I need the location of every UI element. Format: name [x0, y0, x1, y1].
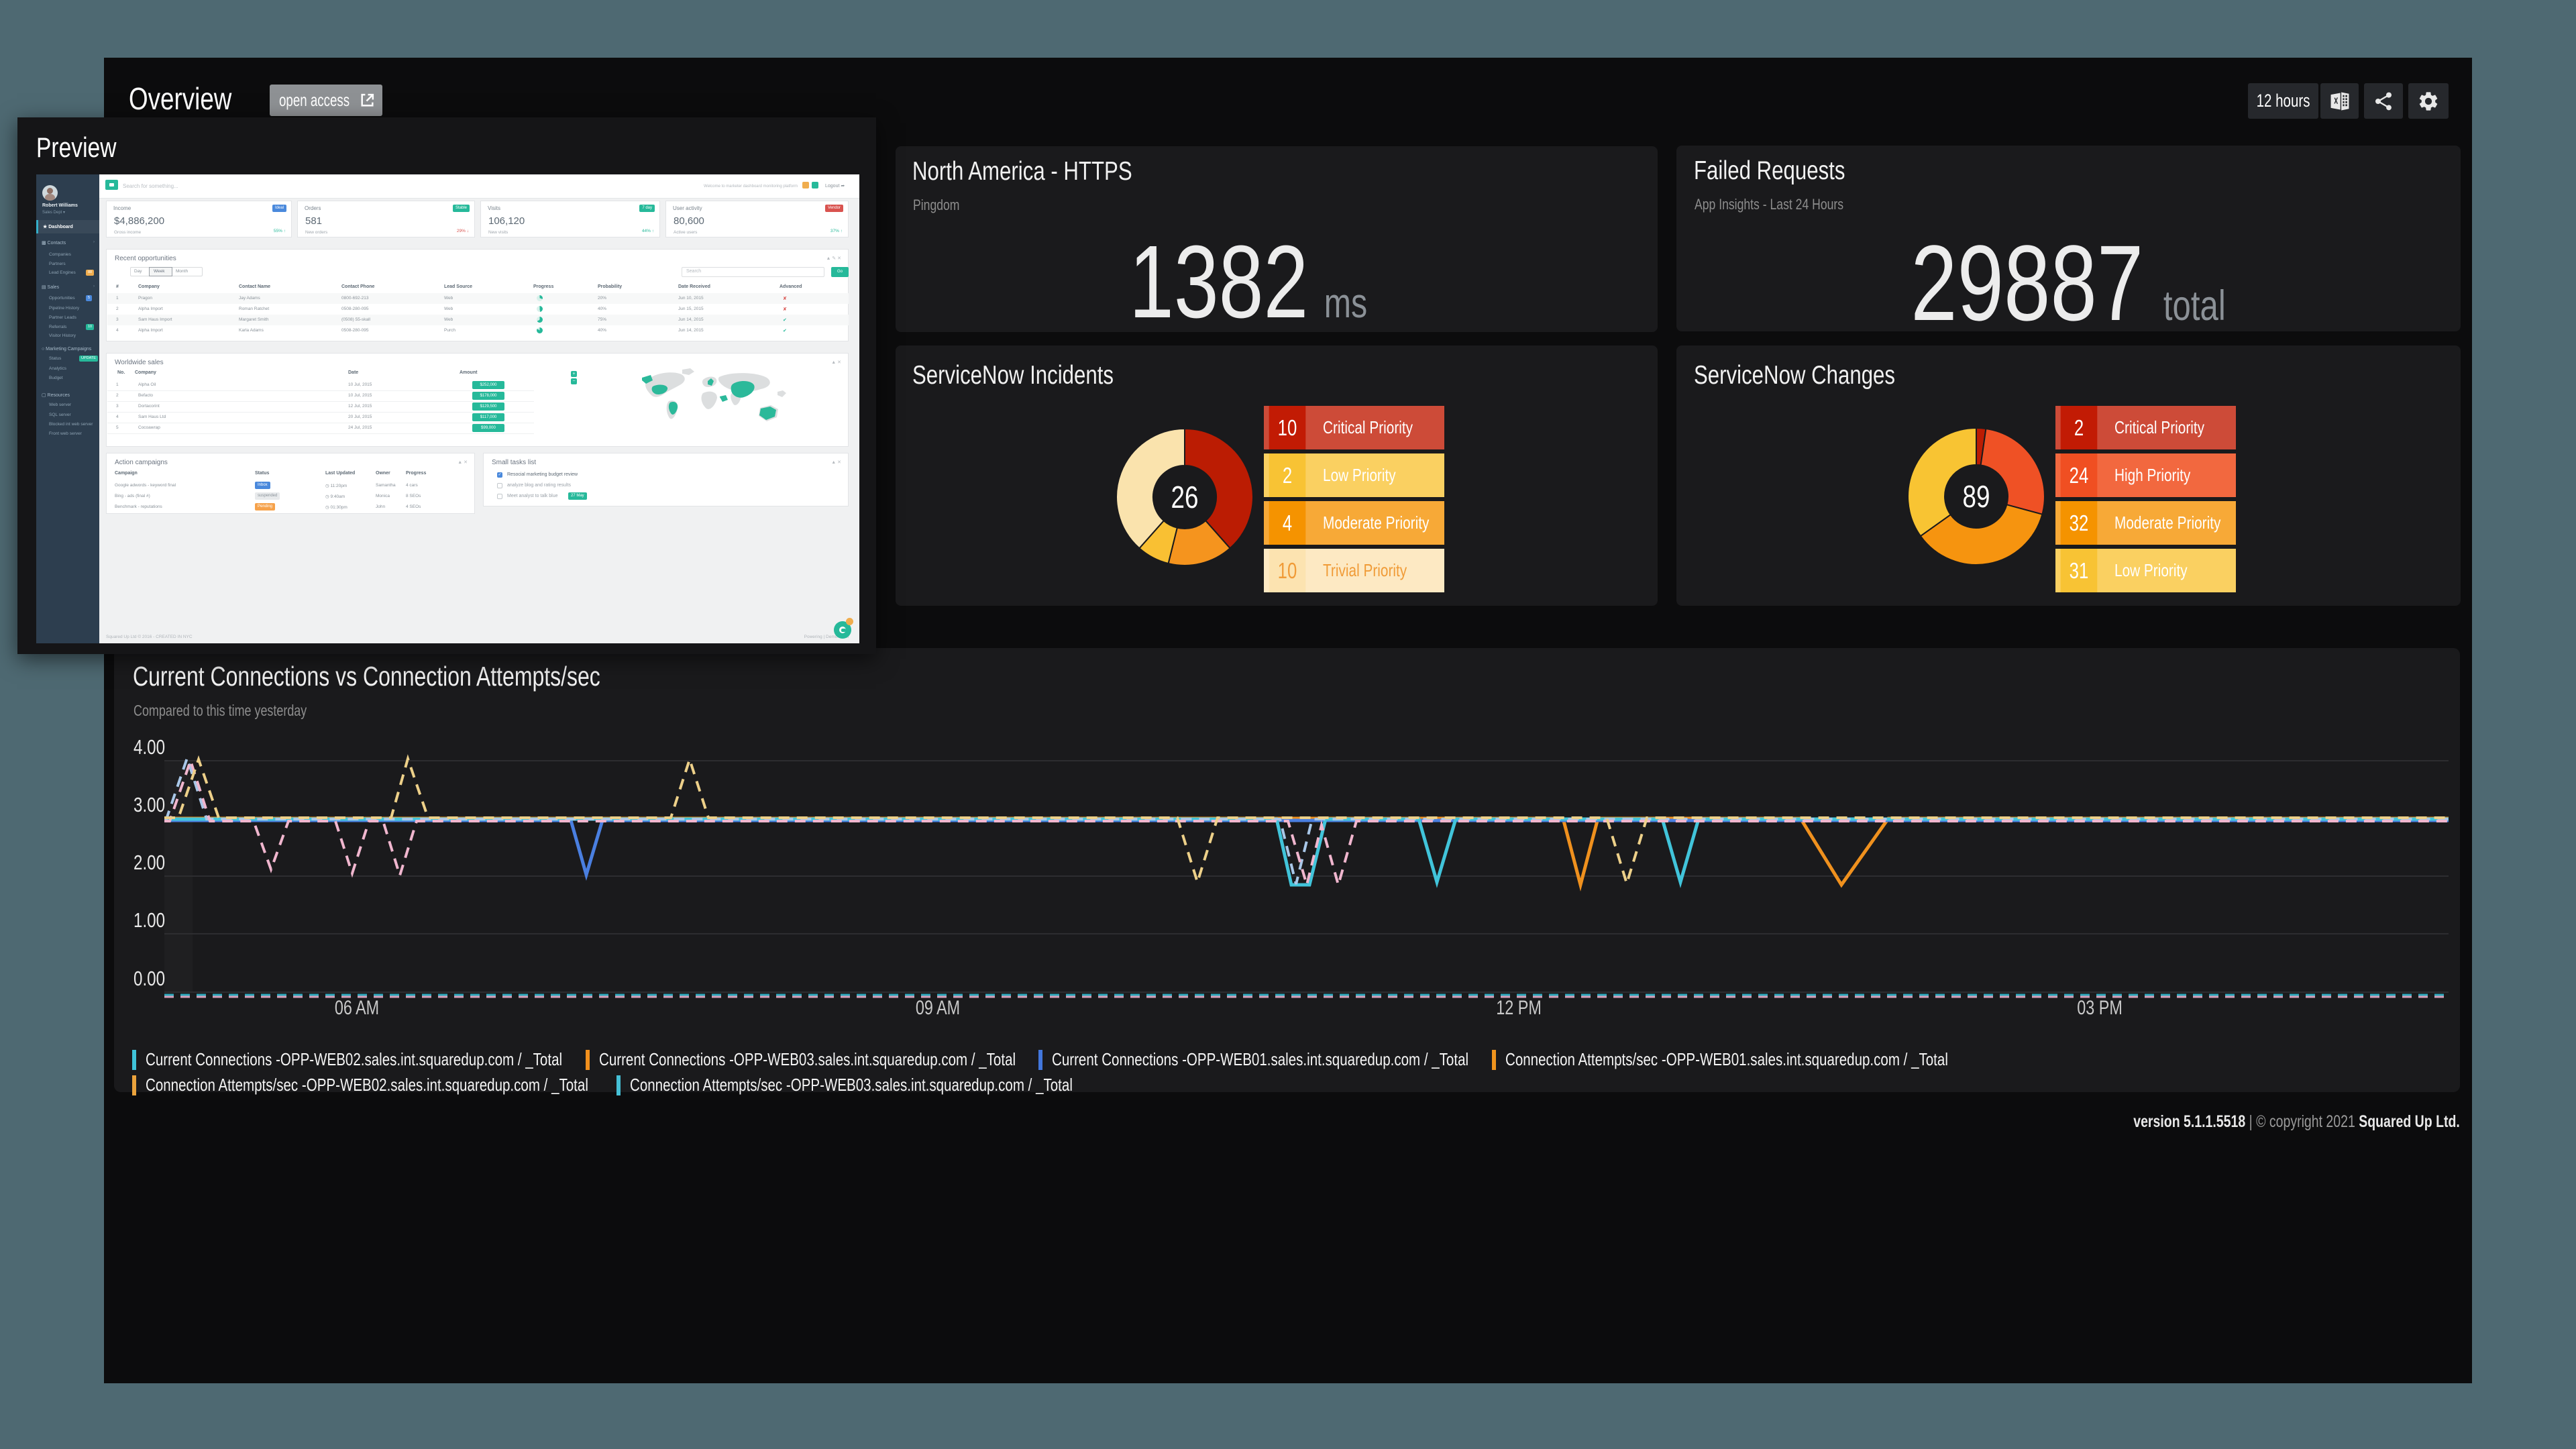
svg-text:03 PM: 03 PM — [2077, 996, 2123, 1018]
svg-text:0.00: 0.00 — [133, 967, 165, 990]
svg-text:4.00: 4.00 — [133, 735, 165, 759]
svg-text:06 AM: 06 AM — [335, 996, 379, 1018]
svg-text:12 PM: 12 PM — [1496, 996, 1542, 1018]
svg-text:89: 89 — [1963, 479, 1990, 514]
svg-text:2.00: 2.00 — [133, 851, 165, 874]
svg-text:3.00: 3.00 — [133, 793, 165, 816]
svg-text:26: 26 — [1171, 480, 1199, 515]
svg-text:1.00: 1.00 — [133, 908, 165, 932]
svg-text:09 AM: 09 AM — [916, 996, 960, 1018]
